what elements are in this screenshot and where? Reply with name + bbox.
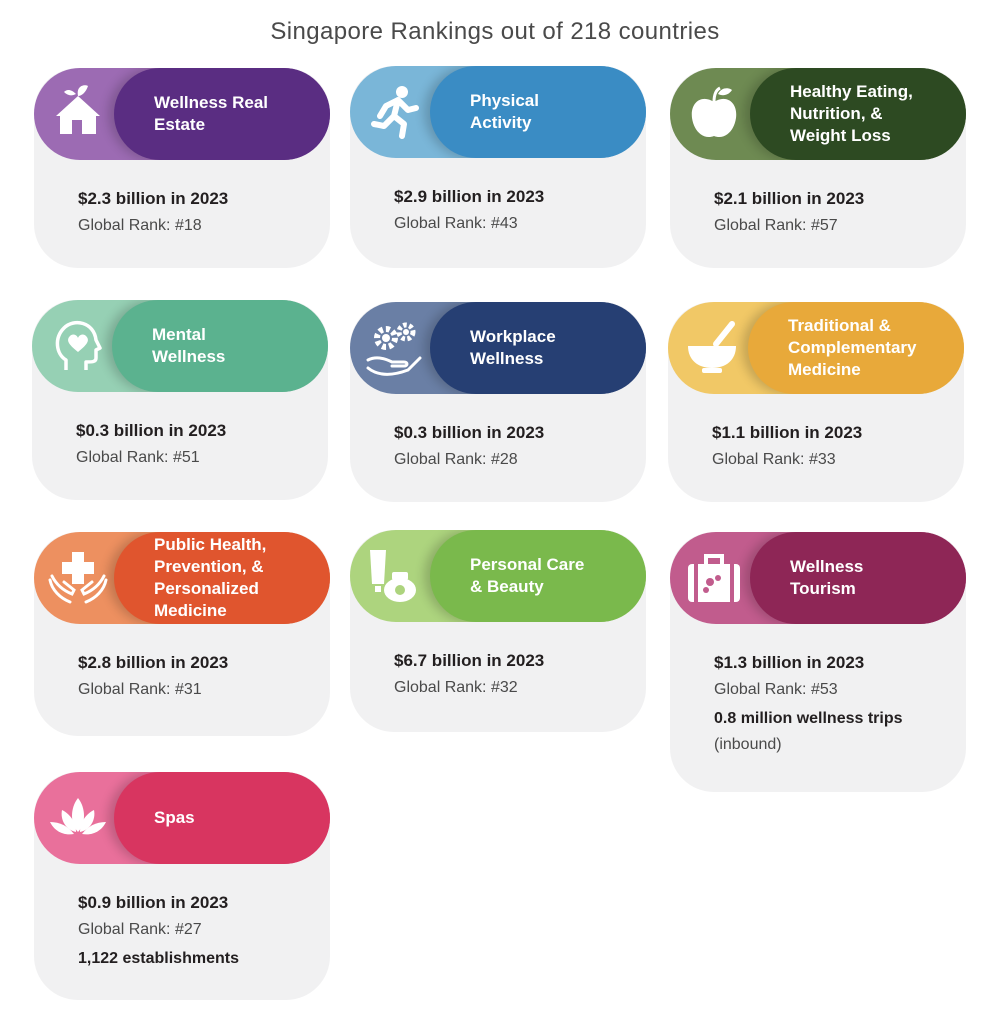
category-banner: Workplace Wellness — [350, 302, 646, 394]
category-card: Mental Wellness $0.3 billion in 2023 Globa… — [32, 300, 328, 500]
suitcase-icon — [682, 546, 746, 610]
category-stats: $0.3 billion in 2023 Global Rank: #51 — [76, 418, 318, 472]
market-value: $1.1 billion in 2023 — [712, 423, 863, 442]
banner-dark-band — [750, 532, 966, 624]
hands-cross-icon — [46, 546, 110, 610]
banner-dark-band — [114, 772, 330, 864]
category-card: Workplace Wellness $0.3 billion in 2023 Gl… — [350, 302, 646, 502]
market-value: $2.3 billion in 2023 — [78, 189, 229, 208]
runner-icon — [362, 80, 426, 144]
lotus-icon — [46, 786, 110, 850]
category-stats: $1.1 billion in 2023 Global Rank: #33 — [712, 420, 954, 474]
market-value: $2.1 billion in 2023 — [714, 189, 865, 208]
global-rank: Global Rank: #51 — [76, 449, 200, 466]
global-rank: Global Rank: #28 — [394, 451, 518, 468]
category-name: Spas — [154, 808, 195, 827]
category-stats: $2.1 billion in 2023 Global Rank: #57 — [714, 186, 956, 240]
banner-dark-band — [750, 68, 966, 160]
market-value: $0.3 billion in 2023 — [76, 421, 227, 440]
category-name: Healthy Eating, Nutrition, & Weight Loss — [790, 82, 913, 145]
cosmetics-icon — [362, 544, 426, 608]
category-name: Mental Wellness — [152, 325, 226, 366]
market-value: $0.9 billion in 2023 — [78, 893, 229, 912]
category-stats: $0.3 billion in 2023 Global Rank: #28 — [394, 420, 636, 474]
banner-dark-band — [114, 68, 330, 160]
category-banner: Personal Care & Beauty — [350, 530, 646, 622]
market-value: $2.9 billion in 2023 — [394, 187, 545, 206]
category-stats: $0.9 billion in 2023 Global Rank: #27 1,12… — [78, 890, 320, 972]
global-rank: Global Rank: #43 — [394, 215, 518, 232]
banner-dark-band — [112, 300, 328, 392]
market-value: $6.7 billion in 2023 — [394, 651, 545, 670]
mortar-pestle-icon — [680, 316, 744, 380]
global-rank: Global Rank: #27 — [78, 921, 202, 938]
category-card: Personal Care & Beauty $6.7 billion in 20… — [350, 530, 646, 732]
apple-icon — [682, 82, 746, 146]
category-stats: $2.8 billion in 2023 Global Rank: #31 — [78, 650, 320, 704]
page-title: Singapore Rankings out of 218 countries — [270, 18, 720, 45]
category-banner: Traditional & Complementary Medicine — [668, 302, 964, 394]
global-rank: Global Rank: #33 — [712, 451, 836, 468]
category-card: Physical Activity $2.9 billion in 2023 Glo… — [350, 66, 646, 268]
category-banner: Spas — [34, 772, 330, 864]
category-name: Wellness Real Estate — [154, 93, 269, 134]
extra-stat: 1,122 establishments — [78, 950, 239, 967]
market-value: $0.3 billion in 2023 — [394, 423, 545, 442]
gears-hand-icon — [362, 316, 426, 380]
extra-stat: 0.8 million wellness trips — [714, 710, 903, 727]
category-name: Public Health, Prevention, & Personalize… — [154, 535, 267, 620]
category-card: Healthy Eating, Nutrition, & Weight Loss… — [670, 68, 966, 268]
head-heart-icon — [44, 314, 108, 378]
category-stats: $1.3 billion in 2023 Global Rank: #53 0.8 … — [714, 650, 956, 758]
category-card: Wellness Real Estate $2.3 billion in 2023… — [34, 68, 330, 268]
category-name: Traditional & Complementary Medicine — [788, 316, 917, 379]
category-banner: Healthy Eating, Nutrition, & Weight Loss — [670, 68, 966, 160]
category-name: Workplace Wellness — [470, 327, 556, 368]
category-banner: Mental Wellness — [32, 300, 328, 392]
global-rank: Global Rank: #18 — [78, 217, 202, 234]
category-banner: Physical Activity — [350, 66, 646, 158]
category-card: Public Health, Prevention, & Personalize… — [34, 532, 330, 736]
global-rank: Global Rank: #31 — [78, 681, 202, 698]
category-stats: $2.3 billion in 2023 Global Rank: #18 — [78, 186, 320, 240]
extra-stat-note: (inbound) — [714, 736, 782, 753]
market-value: $2.8 billion in 2023 — [78, 653, 229, 672]
banner-dark-band — [748, 302, 964, 394]
banner-dark-band — [430, 66, 646, 158]
global-rank: Global Rank: #57 — [714, 217, 838, 234]
category-card: Spas $0.9 billion in 2023 Global Rank: #27… — [34, 772, 330, 1000]
category-card: Traditional & Complementary Medicine $1.1… — [668, 302, 964, 502]
banner-dark-band — [430, 302, 646, 394]
category-name: Physical Activity — [470, 91, 539, 132]
category-name: Personal Care & Beauty — [470, 555, 585, 596]
category-stats: $6.7 billion in 2023 Global Rank: #32 — [394, 648, 636, 702]
category-banner: Public Health, Prevention, & Personalize… — [34, 532, 330, 624]
category-stats: $2.9 billion in 2023 Global Rank: #43 — [394, 184, 636, 238]
banner-dark-band — [114, 532, 330, 624]
banner-dark-band — [430, 530, 646, 622]
global-rank: Global Rank: #53 — [714, 681, 838, 698]
category-banner: Wellness Tourism — [670, 532, 966, 624]
category-banner: Wellness Real Estate — [34, 68, 330, 160]
category-name: Wellness Tourism — [790, 557, 864, 598]
house-leaf-icon — [46, 82, 110, 146]
category-card: Wellness Tourism $1.3 billion in 2023 Glob… — [670, 532, 966, 792]
market-value: $1.3 billion in 2023 — [714, 653, 865, 672]
global-rank: Global Rank: #32 — [394, 679, 518, 696]
